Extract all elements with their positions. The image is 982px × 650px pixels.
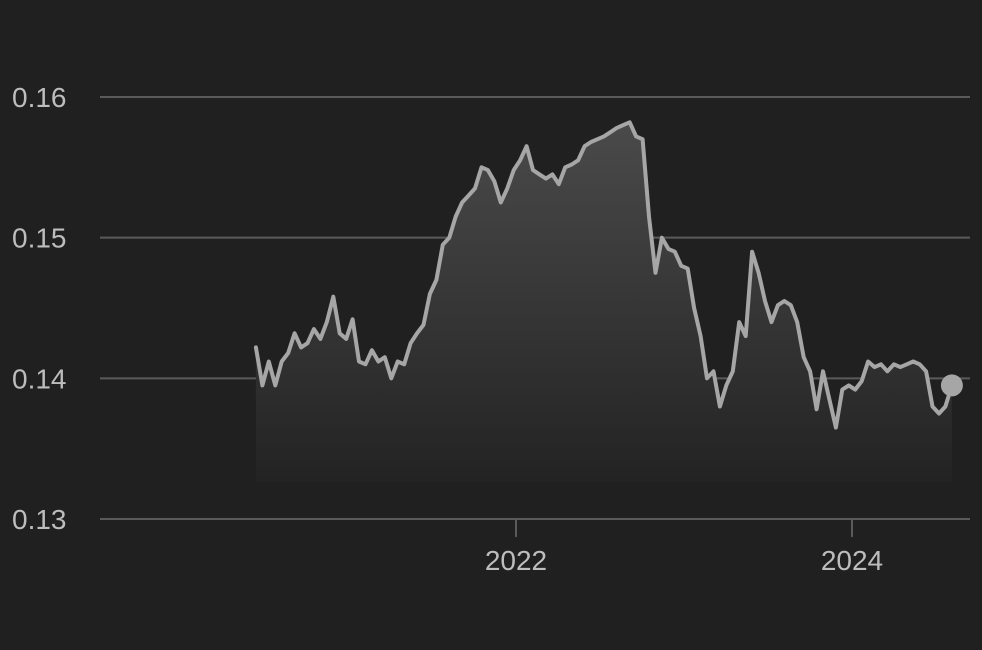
label-layer: 0.16 0.15 0.14 0.13 2022 2024 [12, 82, 883, 576]
x-tick-label-0: 2022 [485, 545, 547, 576]
series-line [253, 120, 954, 430]
y-tick-label-0: 0.16 [12, 82, 67, 113]
line-layer [253, 120, 963, 430]
last-point-marker[interactable] [940, 374, 963, 397]
series-area-fill [255, 122, 952, 483]
y-tick-label-1: 0.15 [12, 223, 67, 254]
area-layer [255, 122, 952, 483]
y-tick-label-3: 0.13 [12, 504, 67, 535]
x-tick-label-1: 2024 [821, 545, 883, 576]
y-tick-label-2: 0.14 [12, 363, 67, 394]
